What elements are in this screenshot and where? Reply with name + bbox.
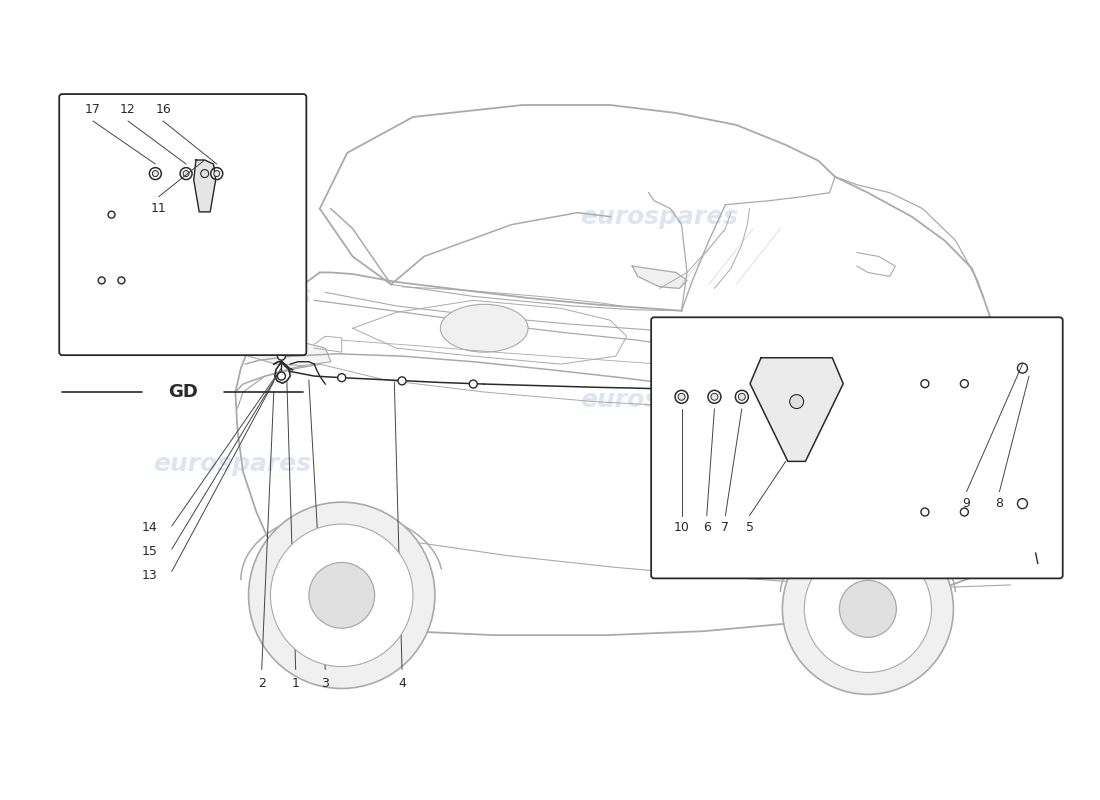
Circle shape xyxy=(736,390,748,403)
Text: 8: 8 xyxy=(996,497,1003,510)
Circle shape xyxy=(200,170,209,178)
Text: GD: GD xyxy=(168,383,198,401)
Polygon shape xyxy=(194,160,216,212)
Circle shape xyxy=(153,170,158,177)
Text: 7: 7 xyxy=(722,521,729,534)
Circle shape xyxy=(678,394,685,400)
Circle shape xyxy=(211,168,222,179)
Circle shape xyxy=(921,508,928,516)
Circle shape xyxy=(470,380,477,388)
Text: eurospares: eurospares xyxy=(581,388,739,412)
Text: 6: 6 xyxy=(703,521,711,534)
Circle shape xyxy=(839,580,896,638)
Polygon shape xyxy=(750,358,844,462)
Circle shape xyxy=(1018,363,1027,373)
Circle shape xyxy=(398,377,406,385)
Text: 12: 12 xyxy=(120,102,135,115)
Text: 5: 5 xyxy=(746,521,754,534)
Polygon shape xyxy=(238,340,331,366)
Text: eurospares: eurospares xyxy=(153,452,311,476)
Circle shape xyxy=(671,385,681,394)
Circle shape xyxy=(271,524,412,666)
Circle shape xyxy=(338,374,345,382)
Text: 1: 1 xyxy=(292,677,299,690)
Polygon shape xyxy=(632,266,688,288)
Text: 11: 11 xyxy=(151,202,166,215)
Text: 10: 10 xyxy=(673,521,690,534)
FancyBboxPatch shape xyxy=(59,94,306,355)
Circle shape xyxy=(790,394,804,409)
Circle shape xyxy=(738,394,746,400)
Text: 14: 14 xyxy=(142,521,157,534)
Circle shape xyxy=(180,168,192,179)
Circle shape xyxy=(1018,498,1027,509)
Circle shape xyxy=(118,277,125,284)
Circle shape xyxy=(804,546,932,673)
Text: 16: 16 xyxy=(155,102,170,115)
Ellipse shape xyxy=(440,304,528,352)
Circle shape xyxy=(249,502,434,689)
Circle shape xyxy=(213,170,220,177)
Circle shape xyxy=(277,372,285,380)
Text: 15: 15 xyxy=(142,545,157,558)
Text: 9: 9 xyxy=(962,497,970,510)
Circle shape xyxy=(98,277,106,284)
Text: eurospares: eurospares xyxy=(153,284,311,308)
Text: eurospares: eurospares xyxy=(581,205,739,229)
Text: 2: 2 xyxy=(257,677,265,690)
Text: 3: 3 xyxy=(321,677,329,690)
Circle shape xyxy=(150,168,162,179)
Circle shape xyxy=(782,523,954,694)
FancyBboxPatch shape xyxy=(651,318,1063,578)
Circle shape xyxy=(108,211,115,218)
Circle shape xyxy=(960,508,968,516)
Circle shape xyxy=(708,390,720,403)
Circle shape xyxy=(183,170,189,177)
Circle shape xyxy=(711,394,718,400)
Circle shape xyxy=(309,562,375,628)
Text: 13: 13 xyxy=(142,569,157,582)
Circle shape xyxy=(921,380,928,388)
Circle shape xyxy=(277,352,285,360)
Circle shape xyxy=(675,390,688,403)
Text: 17: 17 xyxy=(85,102,101,115)
Circle shape xyxy=(960,380,968,388)
Text: 4: 4 xyxy=(398,677,406,690)
